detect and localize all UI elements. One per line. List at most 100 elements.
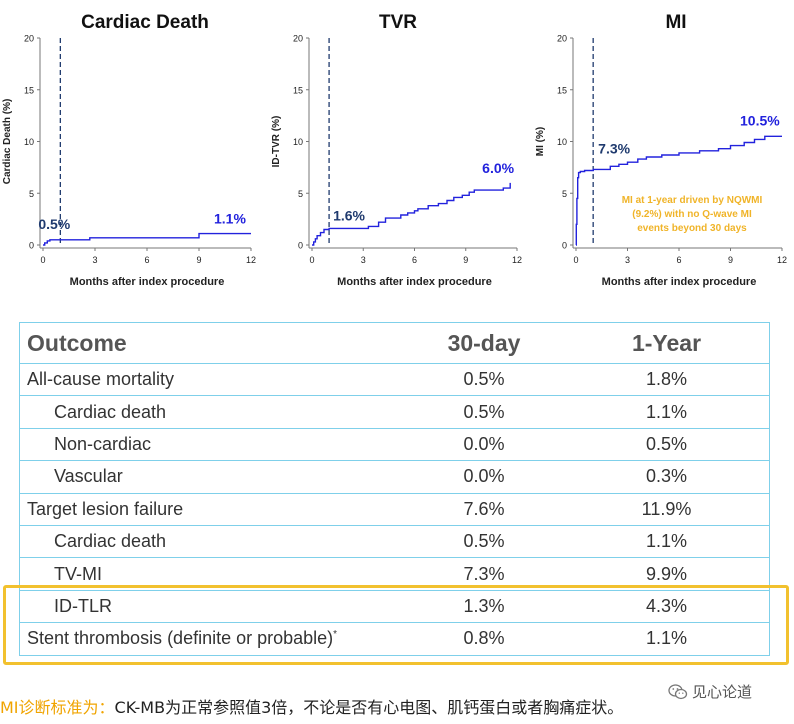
footnote-marker: *	[333, 629, 338, 641]
wechat-icon	[668, 683, 688, 699]
chart-2-annotation: 1.6%	[333, 207, 365, 223]
chart-1-x-tick-label: 6	[144, 255, 149, 265]
chart-1-y-tick-label: 20	[24, 34, 34, 44]
chart-3-x-tick-label: 9	[728, 255, 733, 265]
chart-3-x-tick-label: 12	[777, 255, 787, 265]
chart-1-annotation: 1.1%	[214, 211, 246, 227]
watermark-text: 见心论道	[692, 683, 753, 701]
row-30-day: 0.0%	[364, 427, 564, 461]
watermark: 见心论道	[668, 681, 752, 702]
highlight-box	[3, 585, 789, 665]
chart-3-y-tick-label: 0	[562, 241, 567, 251]
table-header-row: Outcome 30-day 1-Year	[20, 323, 770, 364]
chart-3-note-line: events beyond 30 days	[637, 223, 747, 234]
row-label: Target lesion failure	[19, 492, 364, 526]
chart-3-y-tick-label: 20	[557, 34, 567, 44]
chart-1-x-tick-label: 12	[246, 255, 256, 265]
chart-3-x-tick-label: 0	[573, 255, 578, 265]
chart-1-y-axis-label: Cardiac Death (%)	[2, 99, 13, 185]
chart-3-title: MI	[665, 12, 686, 33]
table-row: Cardiac death 0.5% 1.1%	[19, 524, 770, 558]
footnote-text: CK-MB为正常参照值3倍，不论是否有心电图、肌钙蛋白或者胸痛症状。	[114, 698, 624, 717]
header-outcome: Outcome	[27, 329, 127, 356]
chart-2-y-tick-label: 0	[298, 241, 303, 251]
chart-2-x-tick-label: 3	[361, 255, 366, 265]
chart-1-y-tick-label: 10	[24, 137, 34, 147]
row-1-year: 1.1%	[564, 622, 770, 656]
chart-2-annotation: 6.0%	[482, 160, 514, 176]
chart-1-y-tick-label: 0	[29, 241, 34, 251]
row-label: Non-cardiac	[19, 427, 364, 461]
chart-3-x-tick-label: 6	[676, 255, 681, 265]
table-row: All-cause mortality 0.5% 1.8%	[19, 362, 770, 396]
row-label: Cardiac death	[19, 395, 364, 429]
chart-3-x-axis-label: Months after index procedure	[602, 276, 757, 288]
row-30-day: 7.3%	[364, 557, 564, 591]
row-1-year: 1.1%	[564, 524, 770, 558]
chart-3-annotation: 7.3%	[598, 140, 630, 156]
row-label: Vascular	[19, 460, 364, 494]
chart-3-note-line: MI at 1-year driven by NQWMI	[622, 195, 763, 206]
row-1-year: 1.1%	[564, 395, 770, 429]
chart-2-y-axis-label: ID-TVR (%)	[271, 116, 282, 168]
table-row: Vascular 0.0% 0.3%	[19, 460, 770, 494]
footnote-prefix: MI诊断标准为：	[0, 698, 115, 717]
row-1-year: 1.8%	[564, 362, 770, 396]
table-row: Non-cardiac 0.0% 0.5%	[19, 427, 770, 461]
table-row: ID-TLR 1.3% 4.3%	[19, 589, 770, 623]
table-row: TV-MI 7.3% 9.9%	[19, 557, 770, 591]
chart-2-y-tick-label: 10	[293, 137, 303, 147]
outcome-table: Outcome 30-day 1-Year All-cause mortality 0.…	[19, 322, 770, 656]
table-row: Target lesion failure 7.6% 11.9%	[19, 492, 770, 526]
chart-2-y-tick-label: 5	[298, 189, 303, 199]
row-30-day: 0.5%	[364, 395, 564, 429]
chart-2-x-axis-label: Months after index procedure	[337, 276, 492, 288]
row-label: TV-MI	[19, 557, 364, 591]
row-label: Cardiac death	[19, 524, 364, 558]
charts-panel: Cardiac Death 0 5 10 15 20 0 3 6 9 12 Months after …	[2, 12, 787, 288]
header-1-year: 1-Year	[631, 329, 702, 356]
row-1-year: 9.9%	[564, 557, 770, 591]
chart-3-annotation: 10.5%	[740, 112, 780, 128]
chart-1-x-tick-label: 0	[40, 255, 45, 265]
row-30-day: 0.5%	[364, 524, 564, 558]
chart-1-y-tick-label: 5	[29, 189, 34, 199]
row-label: ID-TLR	[19, 589, 364, 623]
chart-2-x-tick-label: 0	[309, 255, 314, 265]
chart-1-x-tick-label: 3	[92, 255, 97, 265]
chart-3-x-tick-label: 3	[625, 255, 630, 265]
chart-2-x-tick-label: 6	[412, 255, 417, 265]
table-row: Cardiac death 0.5% 1.1%	[19, 395, 770, 429]
row-1-year: 11.9%	[564, 492, 770, 526]
row-1-year: 0.3%	[564, 460, 770, 494]
chart-3-y-tick-label: 15	[557, 85, 567, 95]
chart-1-series-line	[43, 232, 251, 246]
chart-1-title: Cardiac Death	[81, 12, 209, 33]
footnote: MI诊断标准为：CK-MB为正常参照值3倍，不论是否有心电图、肌钙蛋白或者胸痛症…	[0, 694, 623, 718]
chart-1-x-axis-label: Months after index procedure	[70, 276, 225, 288]
chart-2-x-tick-label: 12	[512, 255, 522, 265]
chart-3-y-tick-label: 5	[562, 189, 567, 199]
chart-2-x-tick-label: 9	[463, 255, 468, 265]
chart-2-title: TVR	[379, 12, 417, 33]
chart-2-y-tick-label: 20	[293, 34, 303, 44]
row-30-day: 0.8%	[364, 622, 564, 656]
row-30-day: 0.5%	[364, 362, 564, 396]
chart-1-annotation: 0.5%	[38, 216, 70, 232]
chart-3-series-line	[575, 135, 782, 246]
chart-3-note-line: (9.2%) with no Q-wave MI	[632, 209, 752, 220]
chart-3-y-tick-label: 10	[557, 137, 567, 147]
row-label: Stent thrombosis (definite or probable)*	[19, 622, 364, 656]
table-row: Stent thrombosis (definite or probable)*…	[19, 622, 770, 656]
chart-2-y-tick-label: 15	[293, 85, 303, 95]
header-30-day: 30-day	[447, 329, 521, 356]
row-label: All-cause mortality	[19, 362, 364, 396]
row-1-year: 0.5%	[564, 427, 770, 461]
row-1-year: 4.3%	[564, 589, 770, 623]
chart-1-y-tick-label: 15	[24, 85, 34, 95]
row-30-day: 1.3%	[364, 589, 564, 623]
chart-1-x-tick-label: 9	[196, 255, 201, 265]
row-30-day: 7.6%	[364, 492, 564, 526]
row-30-day: 0.0%	[364, 460, 564, 494]
chart-3-y-axis-label: MI (%)	[535, 127, 546, 156]
